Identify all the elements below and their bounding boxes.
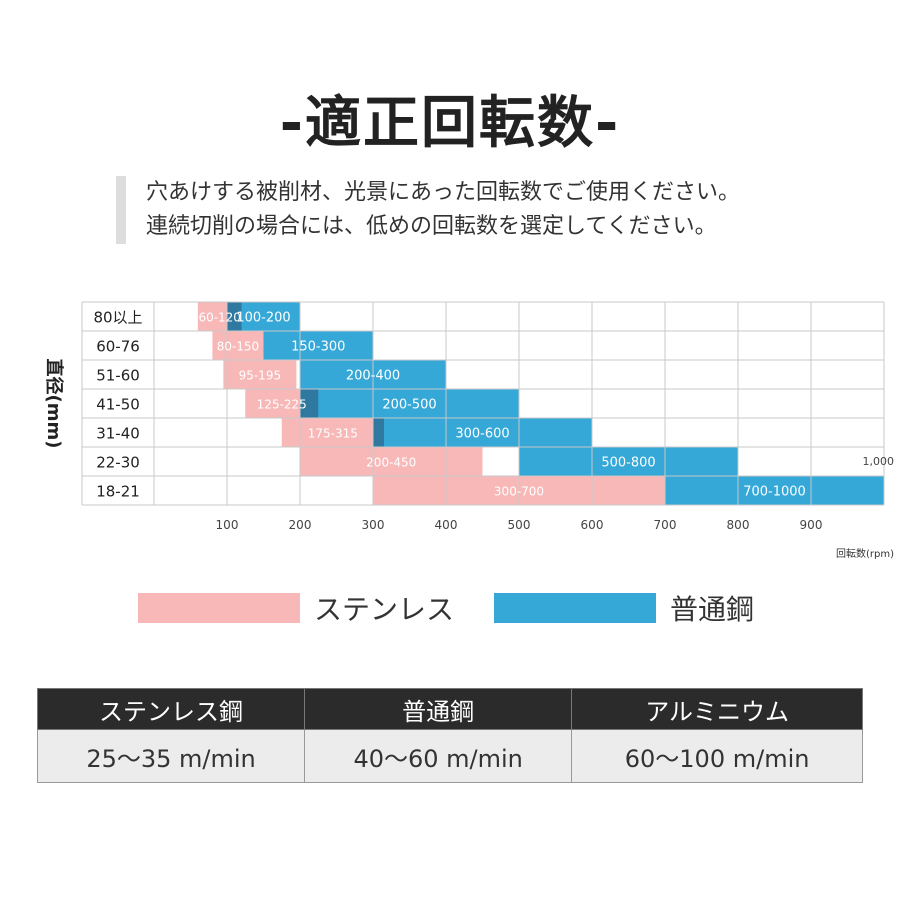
cutting-speed-table: ステンレス鋼 普通鋼 アルミニウム 25〜35 m/min 40〜60 m/mi… — [36, 688, 863, 783]
table-row: 25〜35 m/min 40〜60 m/min 60〜100 m/min — [36, 729, 863, 783]
x-tick-label: 700 — [654, 518, 677, 532]
bar-overlap — [227, 302, 242, 331]
x-tick-label: 500 — [508, 518, 531, 532]
x-tick-label: 300 — [362, 518, 385, 532]
bar-label-steel: 200-500 — [382, 398, 436, 413]
bar-label-stainless: 60-120 — [198, 311, 241, 325]
value-steel: 40〜60 m/min — [304, 729, 573, 783]
header-stainless: ステンレス鋼 — [36, 688, 306, 730]
bar-label-stainless: 80-150 — [217, 340, 260, 354]
bar-label-steel: 700-1000 — [743, 485, 806, 500]
value-aluminum: 60〜100 m/min — [571, 729, 863, 783]
bar-stainless — [223, 360, 297, 389]
legend-swatch-steel — [494, 593, 656, 623]
bar-overlap — [300, 389, 319, 418]
bar-label-steel: 150-300 — [291, 340, 345, 355]
x-tick-label: 600 — [581, 518, 604, 532]
bar-overlap — [373, 418, 384, 447]
page-title: -適正回転数- — [279, 91, 621, 156]
legend-stainless: ステンレス — [138, 588, 454, 628]
bar-steel — [519, 447, 738, 476]
bar-label-stainless: 300-700 — [494, 485, 544, 499]
category-label: 80以上 — [93, 309, 142, 327]
category-label: 18-21 — [96, 483, 140, 501]
bar-steel — [263, 331, 373, 360]
bar-label-steel: 500-800 — [601, 456, 655, 471]
bar-steel — [373, 418, 592, 447]
intro-text: 穴あけする被削材、光景にあった回転数でご使用ください。 連続切削の場合には、低め… — [116, 176, 740, 244]
category-label: 31-40 — [96, 425, 140, 443]
intro-line-2: 連続切削の場合には、低めの回転数を選定してください。 — [146, 214, 717, 239]
x-tick-label: 200 — [289, 518, 312, 532]
header-aluminum: アルミニウム — [571, 688, 863, 730]
legend-steel: 普通鋼 — [494, 588, 754, 628]
bar-label-stainless: 125-225 — [257, 398, 307, 412]
category-label: 51-60 — [96, 367, 140, 385]
bar-stainless — [300, 447, 483, 476]
legend-swatch-stainless — [138, 593, 300, 623]
bar-stainless — [212, 331, 264, 360]
intro-line-1: 穴あけする被削材、光景にあった回転数でご使用ください。 — [146, 180, 741, 205]
bar-label-stainless: 200-450 — [366, 456, 416, 470]
table-header-row: ステンレス鋼 普通鋼 アルミニウム — [36, 688, 863, 730]
bar-steel — [665, 476, 884, 505]
x-tick-label: 800 — [727, 518, 750, 532]
legend-label-stainless: ステンレス — [314, 593, 455, 626]
x-axis-title: 回転数(rpm) — [836, 547, 894, 560]
x-max-label: 1,000 — [863, 455, 895, 468]
bar-label-stainless: 175-315 — [308, 427, 358, 441]
legend-label-steel: 普通鋼 — [670, 593, 755, 626]
bar-steel — [300, 389, 519, 418]
bar-stainless — [281, 418, 384, 447]
header-steel: 普通鋼 — [304, 688, 573, 730]
bar-label-steel: 200-400 — [346, 369, 400, 384]
x-tick-label: 100 — [216, 518, 239, 532]
x-tick-label: 900 — [800, 518, 823, 532]
value-stainless: 25〜35 m/min — [36, 729, 306, 783]
category-label: 41-50 — [96, 396, 140, 414]
category-label: 60-76 — [96, 338, 140, 356]
x-tick-label: 400 — [435, 518, 458, 532]
category-label: 22-30 — [96, 454, 140, 472]
bar-label-steel: 100-200 — [236, 311, 290, 326]
y-axis-title: 直径(mm) — [43, 359, 65, 449]
bar-label-steel: 300-600 — [455, 427, 509, 442]
bar-label-stainless: 95-195 — [239, 369, 282, 383]
